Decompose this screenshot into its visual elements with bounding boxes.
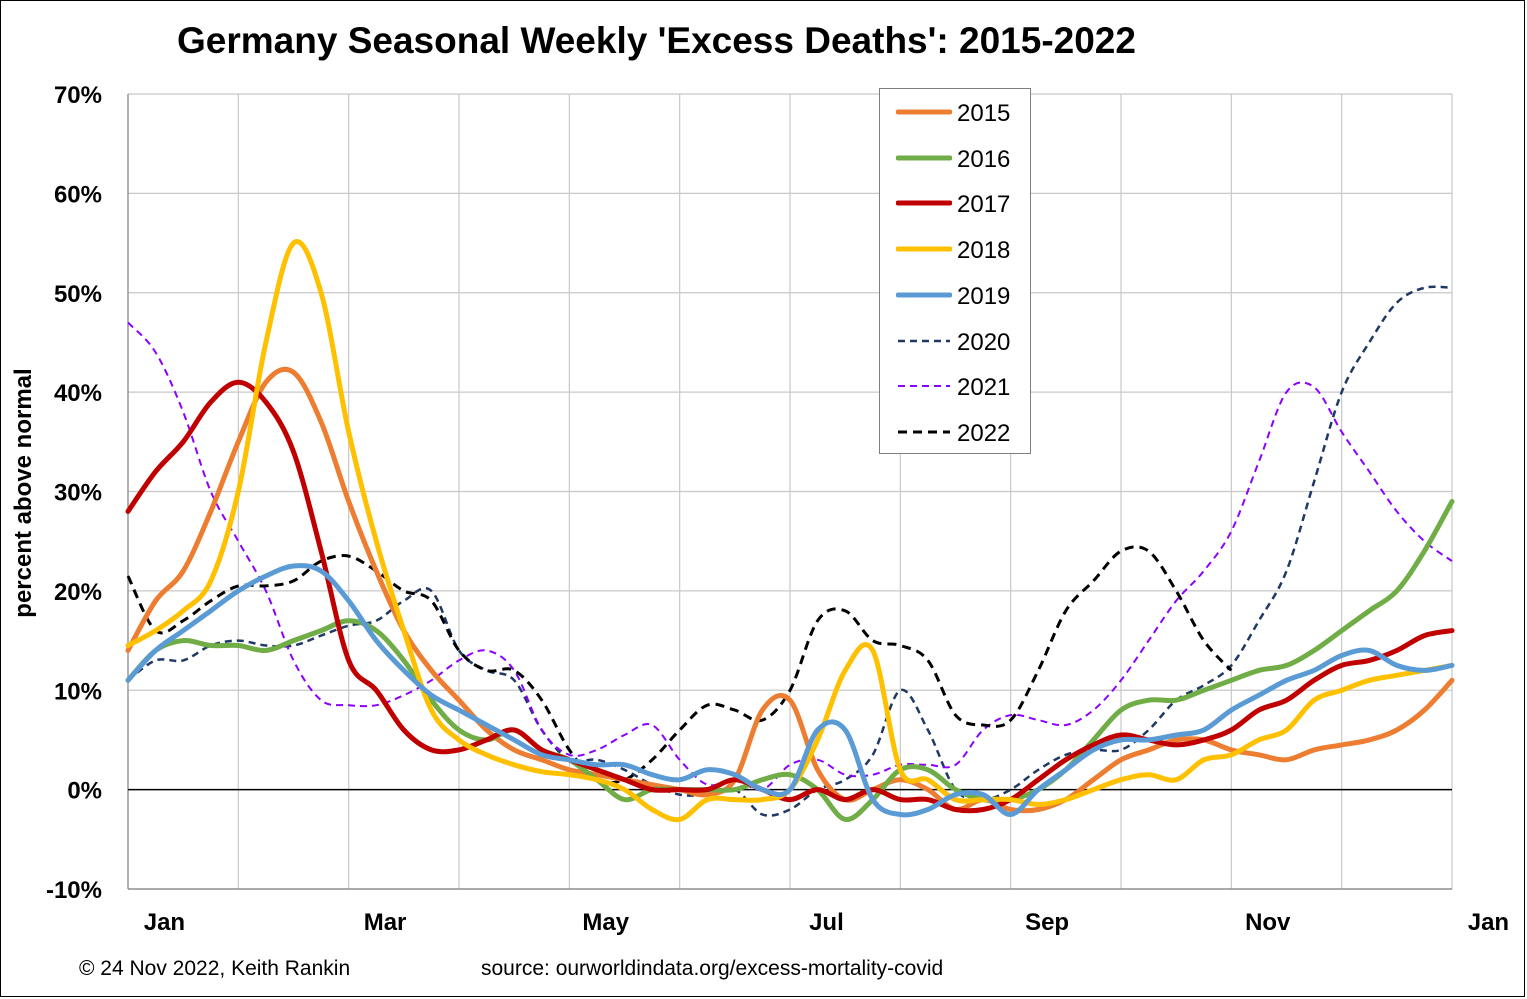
- legend-label: 2017: [957, 191, 1011, 219]
- x-tick-label: Sep: [1025, 909, 1069, 936]
- series-line-2020: [127, 285, 1453, 817]
- legend-item-2015: 2015: [880, 97, 1030, 127]
- legend-label: 2020: [957, 328, 1011, 356]
- footer-copyright: © 24 Nov 2022, Keith Rankin: [79, 957, 351, 980]
- y-tick-label: 50%: [54, 281, 102, 308]
- legend-item-2018: 2018: [880, 234, 1030, 264]
- chart-title: Germany Seasonal Weekly 'Excess Deaths':…: [177, 20, 1136, 61]
- legend: 2015 2016 2017 2018 2019 2020 2021 2022: [879, 88, 1031, 454]
- series-line-2019: [125, 563, 1455, 818]
- x-tick-labels: Jan Mar May Jul Sep Nov Jan: [144, 909, 1509, 936]
- legend-swatch: [896, 292, 952, 298]
- legend-item-2020: 2020: [880, 326, 1030, 356]
- series-line-2017: [125, 379, 1455, 814]
- y-tick-label: -10%: [46, 877, 102, 904]
- x-tick-label: Jan: [1468, 909, 1509, 936]
- y-tick-labels: -10% 0% 10% 20% 30% 40% 50% 60% 70%: [46, 82, 102, 904]
- series-line-2018: [125, 239, 1455, 823]
- y-tick-label: 40%: [54, 380, 102, 407]
- legend-swatch: [896, 109, 952, 115]
- grid-lines: [128, 93, 1453, 890]
- legend-label: 2018: [957, 237, 1011, 265]
- y-tick-label: 60%: [54, 181, 102, 208]
- legend-item-2017: 2017: [880, 188, 1030, 218]
- y-tick-label: 30%: [54, 480, 102, 507]
- x-tick-label: May: [582, 909, 629, 936]
- y-tick-label: 0%: [67, 778, 102, 805]
- legend-label: 2022: [957, 419, 1011, 447]
- legend-swatch: [896, 155, 952, 161]
- legend-label: 2021: [957, 374, 1011, 402]
- y-tick-label: 20%: [54, 579, 102, 606]
- x-tick-label: Mar: [364, 909, 407, 936]
- legend-item-2021: 2021: [880, 371, 1030, 401]
- legend-swatch: [898, 430, 950, 434]
- legend-label: 2016: [957, 145, 1011, 173]
- legend-item-2022: 2022: [880, 417, 1030, 447]
- y-tick-label: 70%: [54, 82, 102, 109]
- legend-label: 2015: [957, 100, 1011, 127]
- legend-swatch: [898, 339, 950, 342]
- series-line-2016: [125, 498, 1455, 822]
- legend-swatch: [898, 385, 950, 388]
- x-tick-label: Jul: [809, 909, 844, 936]
- footer-source: source: ourworldindata.org/excess-mortal…: [481, 957, 944, 980]
- x-tick-label: Nov: [1245, 909, 1291, 936]
- series-line-2015: [125, 366, 1455, 814]
- legend-item-2016: 2016: [880, 143, 1030, 173]
- series-lines: [125, 239, 1455, 823]
- series-line-2021: [127, 321, 1453, 791]
- legend-swatch: [896, 200, 952, 206]
- legend-item-2019: 2019: [880, 280, 1030, 310]
- y-tick-label: 10%: [54, 678, 102, 705]
- legend-swatch: [896, 246, 952, 252]
- x-tick-label: Jan: [144, 909, 185, 936]
- legend-label: 2019: [957, 282, 1011, 310]
